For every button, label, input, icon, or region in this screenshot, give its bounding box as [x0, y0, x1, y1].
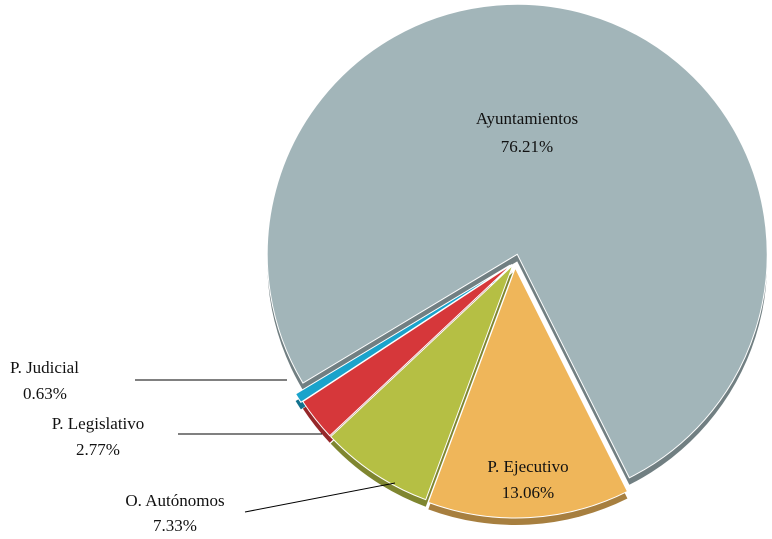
- slice-value-label: 2.77%: [76, 440, 120, 459]
- slice-value-label: 7.33%: [153, 516, 197, 535]
- leader-line: [244, 482, 396, 513]
- slice-label: P. Legislativo: [52, 414, 145, 433]
- slice-label: P. Ejecutivo: [487, 457, 568, 476]
- slice: [266, 3, 768, 479]
- slice-label: O. Autónomos: [125, 491, 224, 510]
- slice-label: P. Judicial: [10, 358, 79, 377]
- slice: [329, 264, 514, 501]
- slice-value-label: 0.63%: [23, 384, 67, 403]
- slice-value-label: 76.21%: [501, 137, 553, 156]
- slice-label: Ayuntamientos: [476, 109, 578, 128]
- slice: [294, 264, 511, 404]
- slice-value-label: 13.06%: [502, 483, 554, 502]
- slice: [427, 266, 629, 519]
